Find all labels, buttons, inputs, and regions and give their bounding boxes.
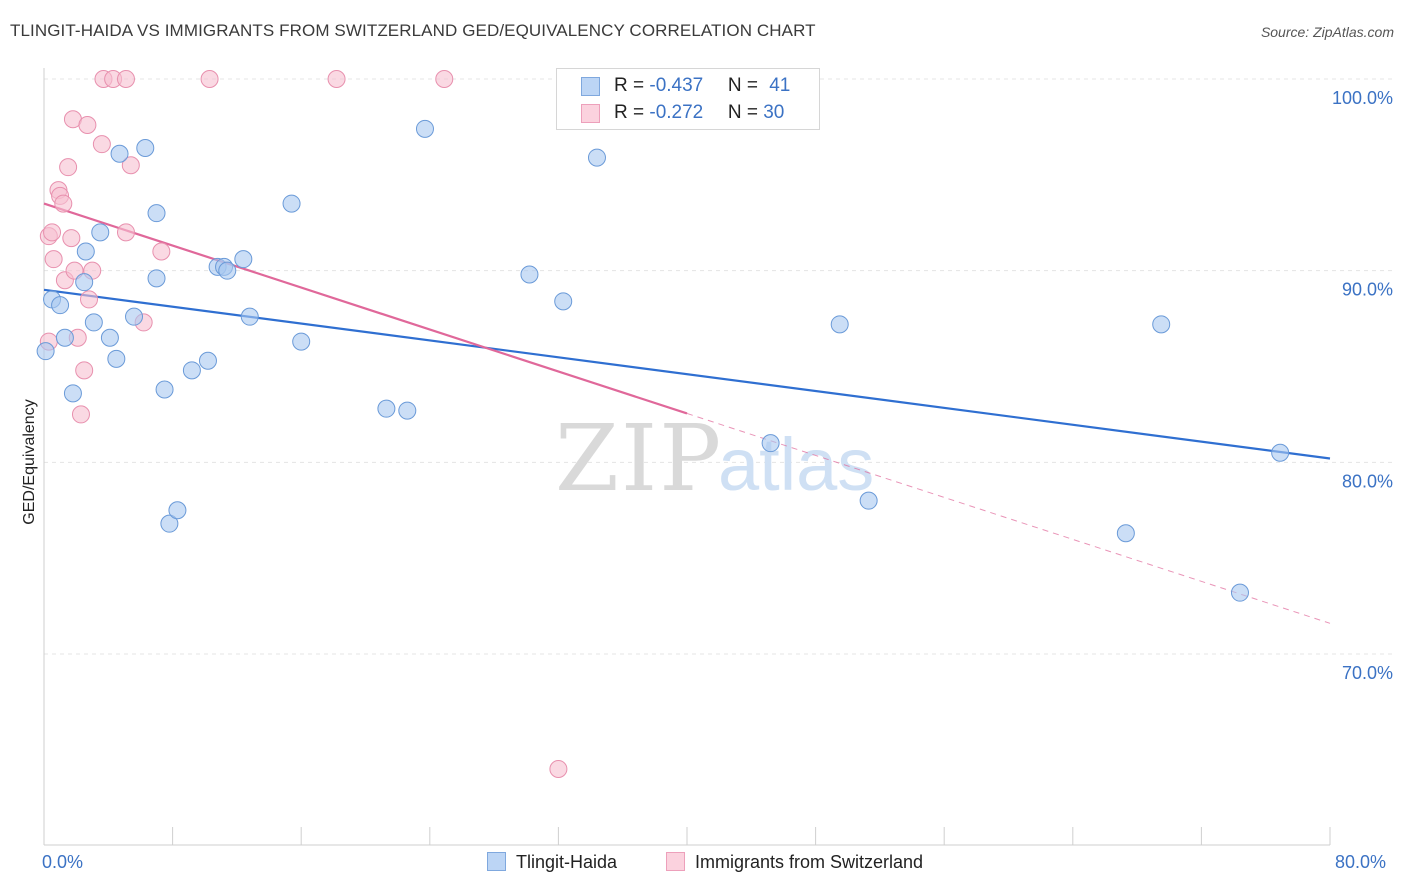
point-tlingit-haida — [155, 380, 174, 399]
legend-n-label: N = — [727, 75, 764, 96]
point-tlingit-haida — [84, 313, 103, 332]
trend-lines — [43, 202, 1331, 624]
bottom-legend-swatch-switzerland — [666, 852, 685, 871]
point-tlingit-haida — [554, 292, 573, 311]
legend-r-label: R = — [614, 102, 650, 123]
point-tlingit-haida — [51, 296, 70, 315]
point-switzerland — [152, 242, 171, 261]
point-switzerland — [92, 135, 111, 154]
point-tlingit-haida — [1116, 524, 1135, 543]
point-tlingit-haida — [859, 491, 878, 510]
bottom-legend-label-switzerland: Immigrants from Switzerland — [695, 852, 924, 872]
trend-line-1 — [43, 202, 688, 415]
point-switzerland — [75, 361, 94, 380]
point-switzerland — [327, 70, 346, 88]
point-tlingit-haida — [830, 315, 849, 334]
point-tlingit-haida — [292, 332, 311, 351]
point-switzerland — [116, 223, 135, 242]
stats-legend: R = -0.437 N = 41 R = -0.272 N = 30 — [556, 68, 820, 130]
point-tlingit-haida — [234, 250, 253, 269]
point-switzerland — [78, 116, 97, 134]
legend-n-value: 41 — [769, 75, 791, 96]
point-switzerland — [65, 261, 84, 280]
legend-r-value: -0.272 — [649, 102, 704, 123]
bottom-legend-switzerland: Immigrants from Switzerland — [666, 852, 923, 873]
point-tlingit-haida — [587, 148, 606, 167]
legend-r-value: -0.437 — [649, 75, 704, 96]
legend-n-label: N = — [727, 102, 764, 123]
point-tlingit-haida — [520, 265, 539, 284]
legend-n-value: 30 — [763, 102, 785, 123]
legend-r-label: R = — [614, 75, 650, 96]
watermark-atlas: atlas — [718, 423, 874, 506]
y-tick-labels: 70.0% 80.0% 90.0% 100.0% — [1332, 88, 1393, 683]
point-switzerland — [62, 229, 81, 248]
x-tick-max: 80.0% — [1335, 852, 1387, 872]
point-tlingit-haida — [136, 139, 155, 157]
y-tick-label: 90.0% — [1342, 280, 1393, 300]
point-switzerland — [59, 158, 78, 177]
point-tlingit-haida — [218, 261, 237, 280]
point-tlingit-haida — [761, 434, 780, 453]
point-tlingit-haida — [100, 328, 119, 347]
x-tick-min: 0.0% — [42, 852, 84, 872]
point-tlingit-haida — [107, 349, 126, 368]
point-tlingit-haida — [198, 351, 217, 370]
point-switzerland — [80, 290, 99, 309]
point-tlingit-haida — [36, 342, 55, 361]
bottom-legend-swatch-tlingit — [487, 852, 506, 871]
point-tlingit-haida — [240, 307, 259, 326]
point-tlingit-haida — [63, 384, 82, 403]
point-tlingit-haida — [377, 399, 396, 418]
point-tlingit-haida — [1271, 443, 1290, 462]
source-label: Source: ZipAtlas.com — [1260, 24, 1394, 40]
legend-swatch-switzerland — [581, 104, 600, 123]
trend-line-extension-1 — [686, 412, 1331, 624]
point-switzerland — [200, 70, 219, 88]
y-tick-label: 70.0% — [1342, 663, 1393, 683]
point-tlingit-haida — [160, 514, 179, 533]
point-tlingit-haida — [147, 269, 166, 288]
point-tlingit-haida — [55, 328, 74, 347]
grid-lines — [44, 78, 1392, 655]
point-tlingit-haida — [415, 119, 434, 138]
point-tlingit-haida — [182, 361, 201, 380]
point-tlingit-haida — [398, 401, 417, 420]
point-switzerland — [435, 70, 454, 88]
watermark-zip: ZIP — [555, 405, 723, 512]
point-tlingit-haida — [75, 273, 94, 292]
point-switzerland — [121, 156, 140, 175]
y-tick-label: 100.0% — [1332, 88, 1393, 108]
point-switzerland — [71, 405, 90, 424]
point-switzerland — [44, 250, 63, 269]
point-tlingit-haida — [76, 242, 95, 261]
point-tlingit-haida — [1152, 315, 1171, 334]
point-switzerland — [43, 223, 62, 242]
point-tlingit-haida — [1230, 583, 1249, 602]
point-switzerland — [116, 70, 135, 88]
point-switzerland — [54, 194, 73, 213]
point-switzerland — [549, 760, 568, 778]
point-tlingit-haida — [168, 501, 187, 520]
chart-title: TLINGIT-HAIDA VS IMMIGRANTS FROM SWITZER… — [10, 21, 816, 40]
bottom-legend-tlingit: Tlingit-Haida — [487, 852, 617, 873]
data-points — [36, 70, 1290, 778]
bottom-legend-label-tlingit: Tlingit-Haida — [516, 852, 618, 872]
y-tick-label: 80.0% — [1342, 471, 1393, 491]
axes — [43, 68, 1331, 846]
y-axis-label: GED/Equivalency — [21, 399, 38, 525]
point-tlingit-haida — [125, 307, 144, 326]
legend-swatch-tlingit — [581, 77, 600, 96]
point-tlingit-haida — [282, 194, 301, 213]
point-tlingit-haida — [91, 223, 110, 242]
point-tlingit-haida — [110, 144, 129, 163]
point-tlingit-haida — [147, 204, 166, 223]
